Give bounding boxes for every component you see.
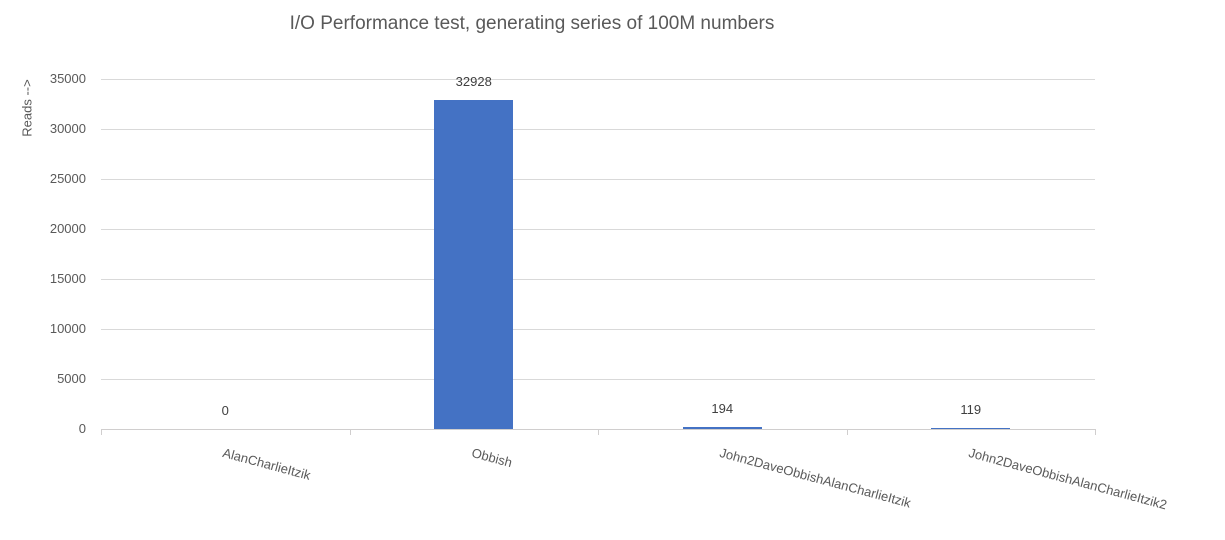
bar-data-label: 32928 <box>455 73 492 89</box>
x-axis-tick <box>598 429 599 435</box>
bar <box>434 99 514 429</box>
bar-data-label: 194 <box>711 401 734 417</box>
y-gridline <box>101 228 1095 230</box>
y-gridline <box>101 378 1095 380</box>
bar <box>931 427 1011 429</box>
x-axis-tick <box>349 429 351 435</box>
y-gridline <box>101 178 1095 180</box>
y-tick-label: 15000 <box>49 271 86 286</box>
x-category-label: John2DaveObbishAlanCharlieItzik <box>718 445 913 511</box>
y-gridline <box>101 278 1095 280</box>
y-gridline <box>101 128 1095 130</box>
x-category-label: John2DaveObbishAlanCharlieItzik2 <box>966 445 1169 513</box>
y-tick-label: 30000 <box>49 121 86 136</box>
bar <box>682 427 762 429</box>
y-tick-label: 20000 <box>49 221 86 236</box>
y-gridline <box>101 78 1095 80</box>
x-axis-tick <box>101 429 102 435</box>
chart-title: I/O Performance test, generating series … <box>289 13 775 34</box>
y-tick-label: 0 <box>78 421 86 436</box>
y-gridline <box>101 328 1095 330</box>
x-axis-tick <box>1095 429 1096 435</box>
y-tick-label: 10000 <box>49 321 86 336</box>
x-axis-tick <box>846 429 848 435</box>
x-category-label: AlanCharlieItzik <box>221 445 313 483</box>
x-category-label: Obbish <box>469 445 514 471</box>
bar-data-label: 119 <box>960 401 982 417</box>
y-tick-label: 5000 <box>57 371 86 386</box>
y-tick-label: 35000 <box>49 71 86 86</box>
y-tick-label: 25000 <box>49 171 86 186</box>
bar-data-label: 0 <box>221 403 229 418</box>
